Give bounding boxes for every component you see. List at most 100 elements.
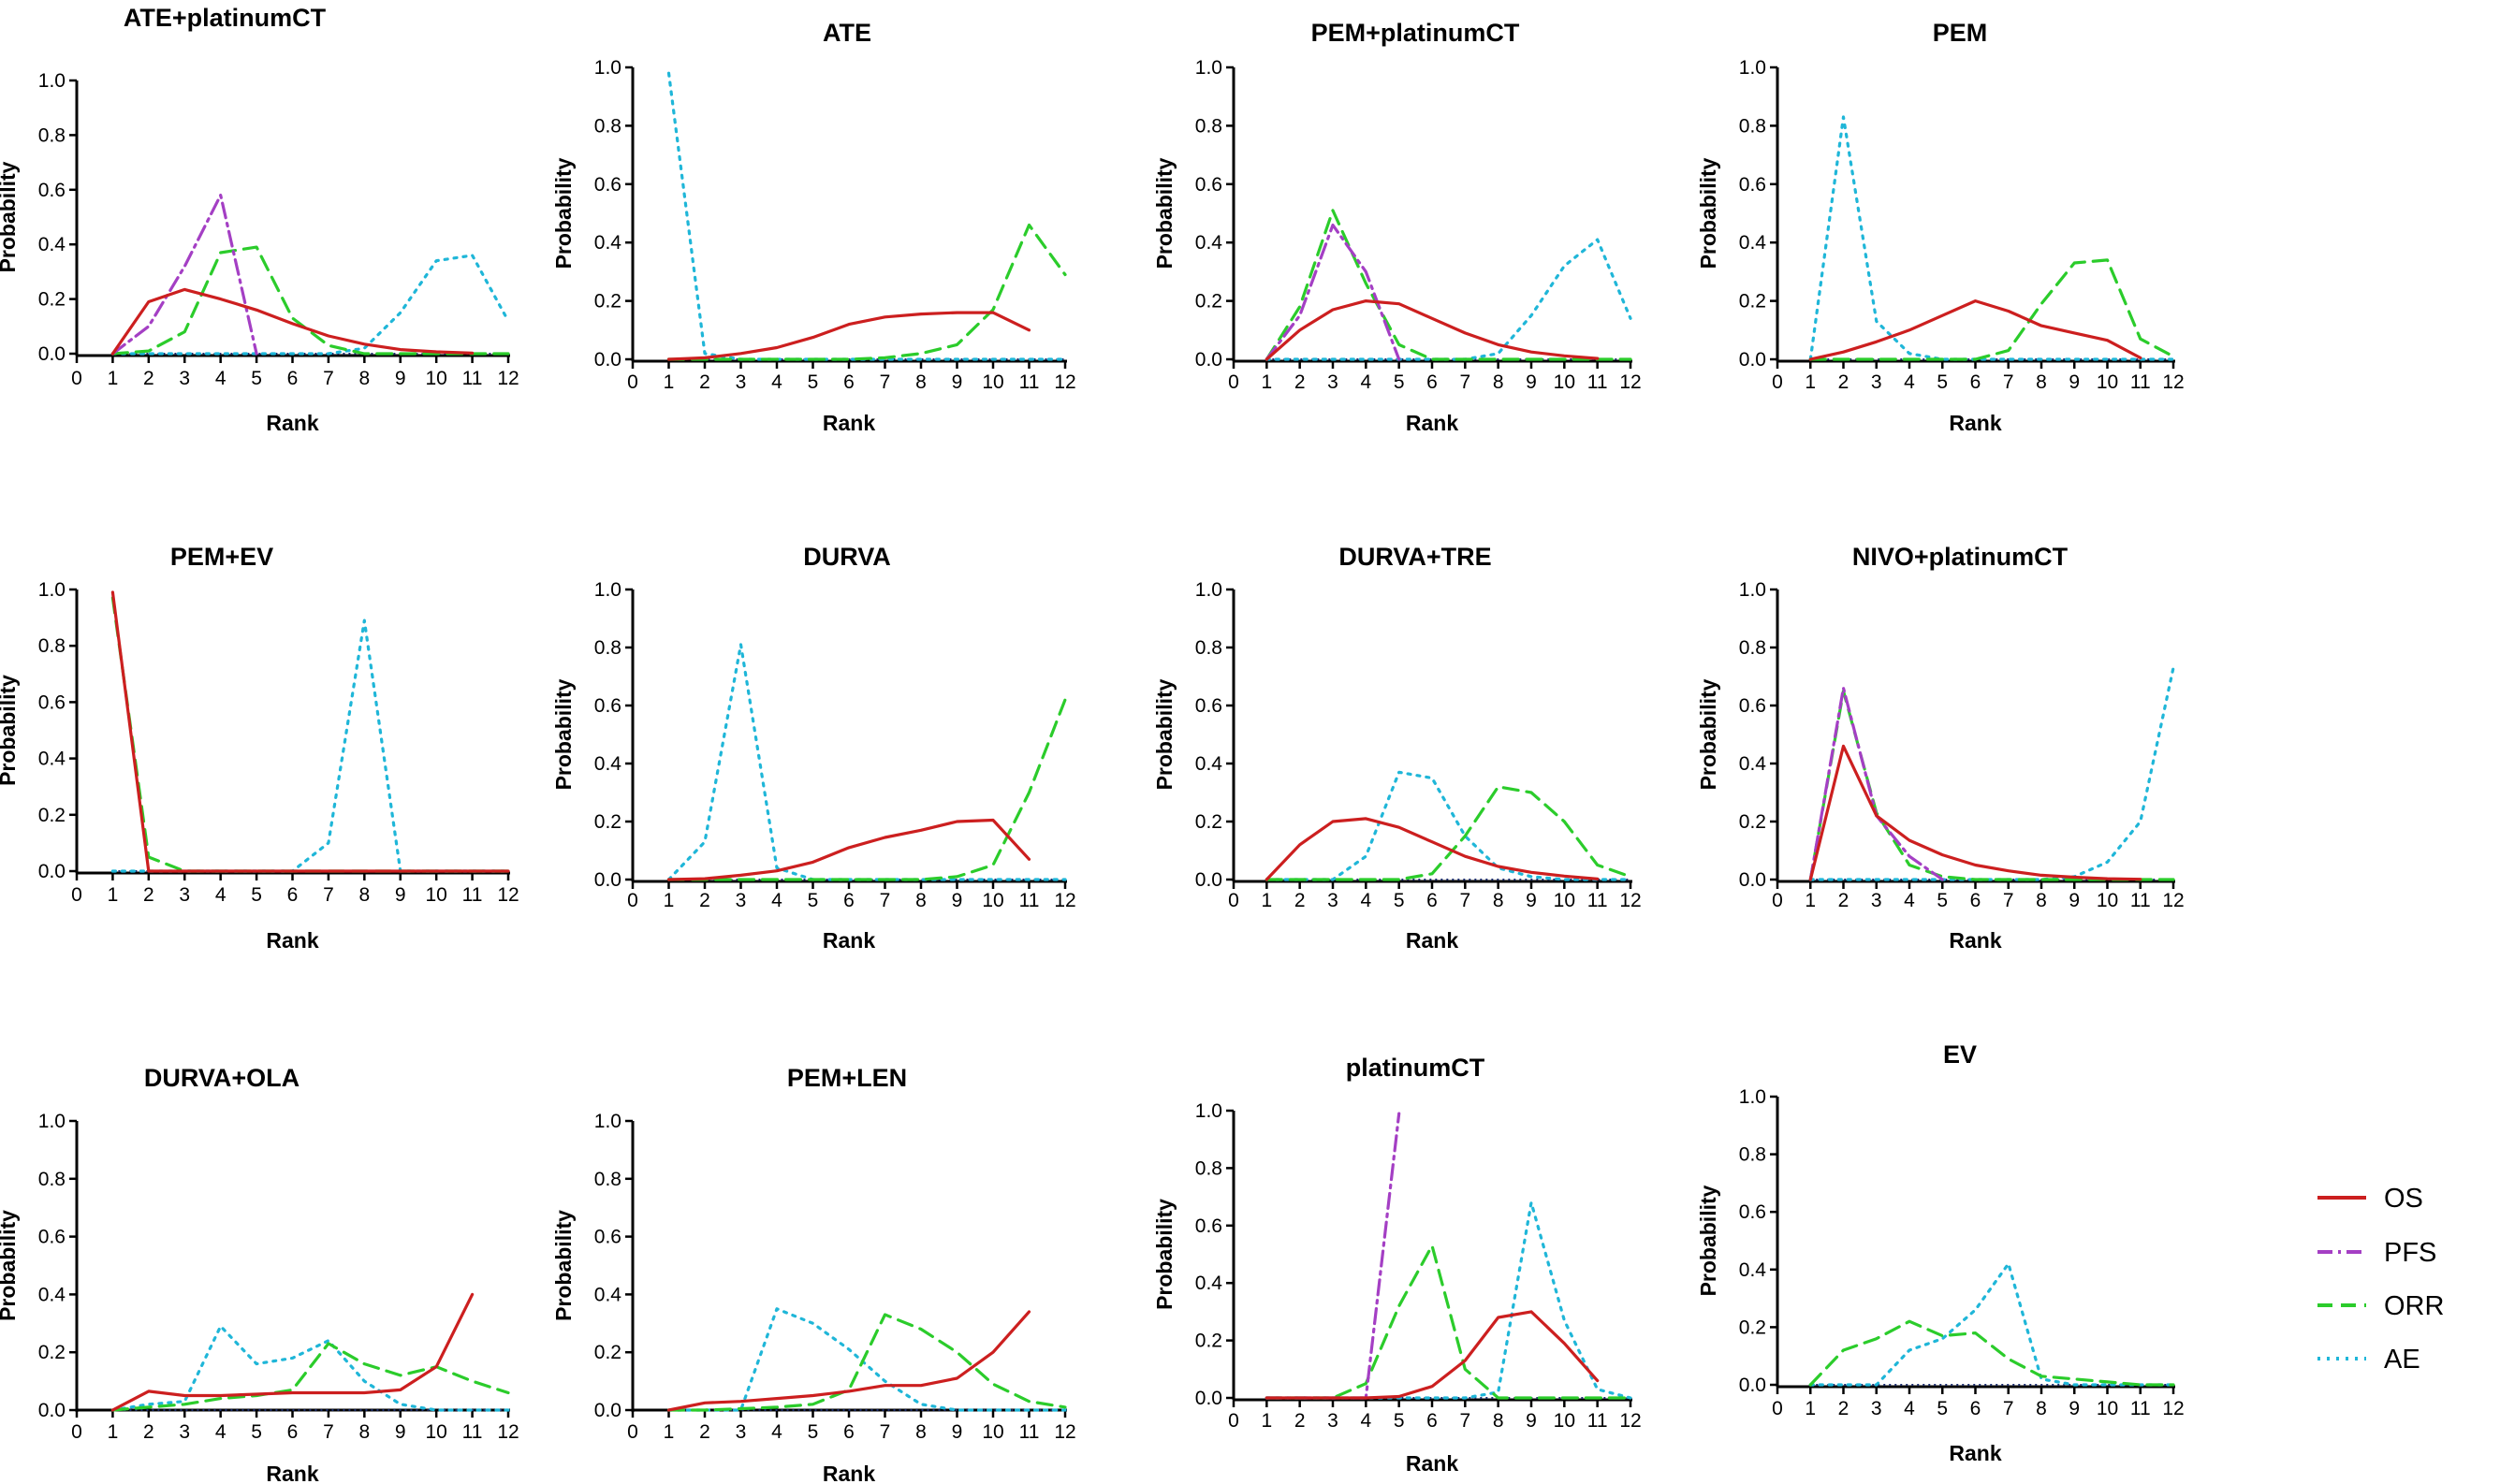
x-tick-label: 0: [1228, 1410, 1239, 1432]
panel-title: PEM+LEN: [787, 1064, 907, 1092]
y-axis-title: Probability: [551, 1210, 576, 1321]
y-tick-label: 0.4: [594, 1284, 622, 1305]
x-tick-label: 2: [1838, 1398, 1849, 1419]
y-axis-title: Probability: [1152, 157, 1177, 269]
x-axis-title: Rank: [266, 928, 318, 953]
y-tick-label: 1.0: [594, 1111, 621, 1132]
x-tick-label: 12: [1054, 1421, 1075, 1443]
y-axis-title: Probability: [0, 675, 20, 786]
y-tick-label: 0.6: [1195, 174, 1222, 196]
x-tick-label: 2: [1294, 890, 1306, 911]
x-tick-label: 9: [952, 890, 963, 911]
x-tick-label: 8: [915, 890, 927, 911]
series-line-os: [666, 311, 1031, 361]
y-tick-label: 0.8: [594, 115, 621, 137]
y-tick-label: 0.6: [1739, 695, 1766, 717]
x-tick-label: 1: [108, 1421, 119, 1443]
series-line-os: [666, 818, 1031, 881]
y-tick-label: 0.8: [38, 1169, 66, 1190]
series-line-orr: [666, 223, 1067, 361]
x-tick-label: 0: [627, 890, 638, 911]
x-tick-label: 10: [425, 1421, 446, 1443]
x-tick-label: 6: [1970, 371, 1981, 393]
x-tick-label: 5: [1937, 890, 1948, 911]
series-line-ae: [666, 71, 1067, 361]
x-tick-label: 0: [627, 1421, 638, 1443]
x-tick-label: 11: [2130, 890, 2151, 911]
x-axis-title: Rank: [823, 928, 875, 953]
y-axis-title: Probability: [1696, 678, 1720, 790]
y-axis-title: Probability: [1152, 1199, 1177, 1310]
y-tick-label: 0.8: [38, 635, 66, 657]
x-tick-label: 5: [1394, 1410, 1405, 1432]
panel-8: NIVO+platinumCT 0.0 0.2 0.4 0.6 0.8 1.0 Probabi…: [1696, 543, 2185, 953]
series-line-orr: [666, 698, 1067, 881]
x-tick-label: 10: [2097, 371, 2118, 393]
panel-title: PEM+EV: [170, 543, 273, 571]
x-tick-label: 4: [1904, 371, 1915, 393]
x-tick-label: 9: [952, 371, 963, 393]
legend: OS PFS ORR AE: [2317, 1184, 2444, 1375]
x-tick-label: 0: [1772, 890, 1783, 911]
y-tick-label: 0.2: [594, 291, 621, 313]
x-tick-label: 9: [2069, 371, 2080, 393]
series-line-orr: [110, 245, 510, 356]
x-tick-label: 2: [699, 1421, 710, 1443]
series-line-os: [110, 590, 510, 873]
y-tick-label: 0.6: [38, 1227, 66, 1248]
x-tick-label: 3: [1871, 1398, 1882, 1419]
y-tick-label: 0.0: [38, 343, 66, 365]
series-line-ae: [1265, 1200, 1632, 1400]
x-tick-label: 2: [699, 890, 710, 911]
x-tick-label: 4: [215, 368, 227, 389]
x-tick-label: 6: [1426, 371, 1438, 393]
x-tick-label: 1: [1805, 890, 1816, 911]
legend-label: ORR: [2384, 1291, 2444, 1321]
x-axis-title: Rank: [266, 1462, 318, 1484]
x-tick-label: 8: [2036, 1398, 2047, 1419]
x-tick-label: 1: [1805, 371, 1816, 393]
x-axis-title: Rank: [266, 411, 318, 435]
x-tick-label: 12: [2162, 1398, 2184, 1419]
x-tick-label: 8: [1493, 371, 1504, 393]
x-tick-label: 5: [1394, 371, 1405, 393]
x-tick-label: 1: [1261, 890, 1272, 911]
y-tick-label: 1.0: [1195, 57, 1222, 79]
x-tick-label: 9: [395, 884, 406, 906]
x-tick-label: 10: [1554, 890, 1575, 911]
panel-11: platinumCT 0.0 0.2 0.4 0.6 0.8 1.0 Probability 0…: [1152, 1054, 1642, 1476]
x-tick-label: 9: [1526, 890, 1537, 911]
x-tick-label: 7: [2003, 371, 2014, 393]
y-axis-title: Probability: [1696, 157, 1720, 269]
x-tick-label: 11: [462, 368, 483, 389]
x-tick-label: 11: [1019, 890, 1040, 911]
x-tick-label: 1: [108, 368, 119, 389]
y-tick-label: 0.4: [594, 232, 622, 254]
x-tick-label: 12: [1054, 371, 1075, 393]
y-axis-title: Probability: [1696, 1185, 1720, 1296]
y-tick-label: 0.6: [1195, 1215, 1222, 1237]
y-tick-label: 0.8: [1739, 115, 1766, 137]
x-tick-label: 12: [2162, 371, 2184, 393]
legend-item-orr: ORR: [2317, 1291, 2444, 1321]
legend-label: PFS: [2384, 1238, 2436, 1268]
x-tick-label: 4: [215, 1421, 227, 1443]
x-tick-label: 6: [287, 368, 299, 389]
x-tick-label: 4: [215, 884, 227, 906]
y-tick-label: 0.0: [1739, 869, 1766, 891]
x-tick-label: 10: [2097, 890, 2118, 911]
y-tick-label: 1.0: [38, 70, 66, 92]
panel-title: ATE+platinumCT: [124, 4, 327, 32]
x-tick-label: 11: [2130, 1398, 2151, 1419]
x-tick-label: 3: [736, 1421, 747, 1443]
y-tick-label: 0.4: [38, 1284, 66, 1305]
series-line-os: [110, 287, 475, 356]
x-tick-label: 6: [843, 890, 855, 911]
x-tick-label: 6: [843, 1421, 855, 1443]
x-tick-label: 8: [1493, 1410, 1504, 1432]
x-tick-label: 12: [497, 368, 519, 389]
series-line-ae: [110, 254, 510, 356]
